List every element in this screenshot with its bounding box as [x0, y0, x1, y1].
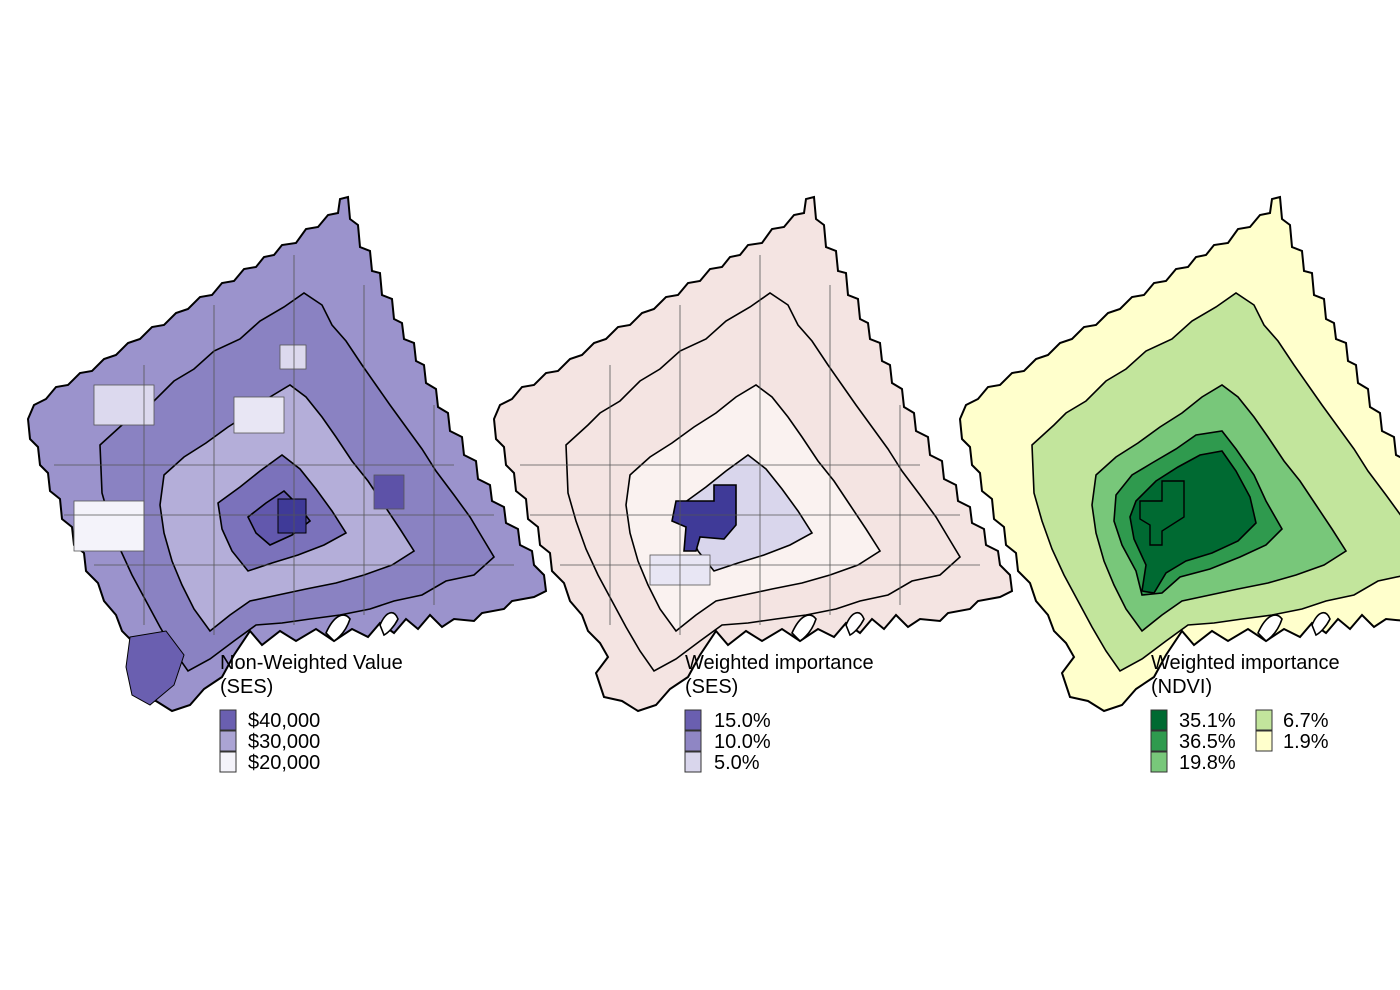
legend-label: 5.0% — [714, 752, 760, 774]
legend-label: 6.7% — [1283, 710, 1329, 732]
map-panel-weighted-ndvi — [959, 196, 1400, 712]
legend-title-line1: Weighted importance — [685, 652, 874, 674]
legend-label: 10.0% — [714, 731, 771, 753]
legend-swatch — [1150, 751, 1168, 773]
legend-title-line1: Non-Weighted Value — [220, 652, 403, 674]
legend-swatch — [1150, 730, 1168, 752]
legend-swatch — [684, 751, 702, 773]
legend-swatch — [219, 730, 237, 752]
legend-weighted-ses: Weighted importance (SES) 15.0% 10.0% 5.… — [684, 652, 874, 774]
legend-label: $40,000 — [248, 710, 320, 732]
map-panel-non-weighted-ses — [27, 196, 547, 712]
legend-title-line2: (SES) — [685, 676, 738, 698]
map-panel-weighted-ses — [493, 196, 1013, 712]
legend-label: 35.1% — [1179, 710, 1236, 732]
legend-label: 1.9% — [1283, 731, 1329, 753]
legend-swatch — [1255, 709, 1273, 731]
legend-swatch — [219, 751, 237, 773]
legend-swatch — [1150, 709, 1168, 731]
legend-title-line2: (NDVI) — [1151, 676, 1212, 698]
legend-swatch — [684, 730, 702, 752]
legend-non-weighted-ses: Non-Weighted Value (SES) $40,000 $30,000… — [219, 652, 403, 774]
legend-label: $30,000 — [248, 731, 320, 753]
legend-label: $20,000 — [248, 752, 320, 774]
legend-weighted-ndvi: Weighted importance (NDVI) 35.1% 36.5% 1… — [1150, 652, 1340, 774]
legend-swatch — [1255, 730, 1273, 752]
legend-label: 36.5% — [1179, 731, 1236, 753]
legend-label: 15.0% — [714, 710, 771, 732]
legend-swatch — [219, 709, 237, 731]
legend-title-line2: (SES) — [220, 676, 273, 698]
legend-title-line1: Weighted importance — [1151, 652, 1340, 674]
legend-swatch — [684, 709, 702, 731]
legend-label: 19.8% — [1179, 752, 1236, 774]
